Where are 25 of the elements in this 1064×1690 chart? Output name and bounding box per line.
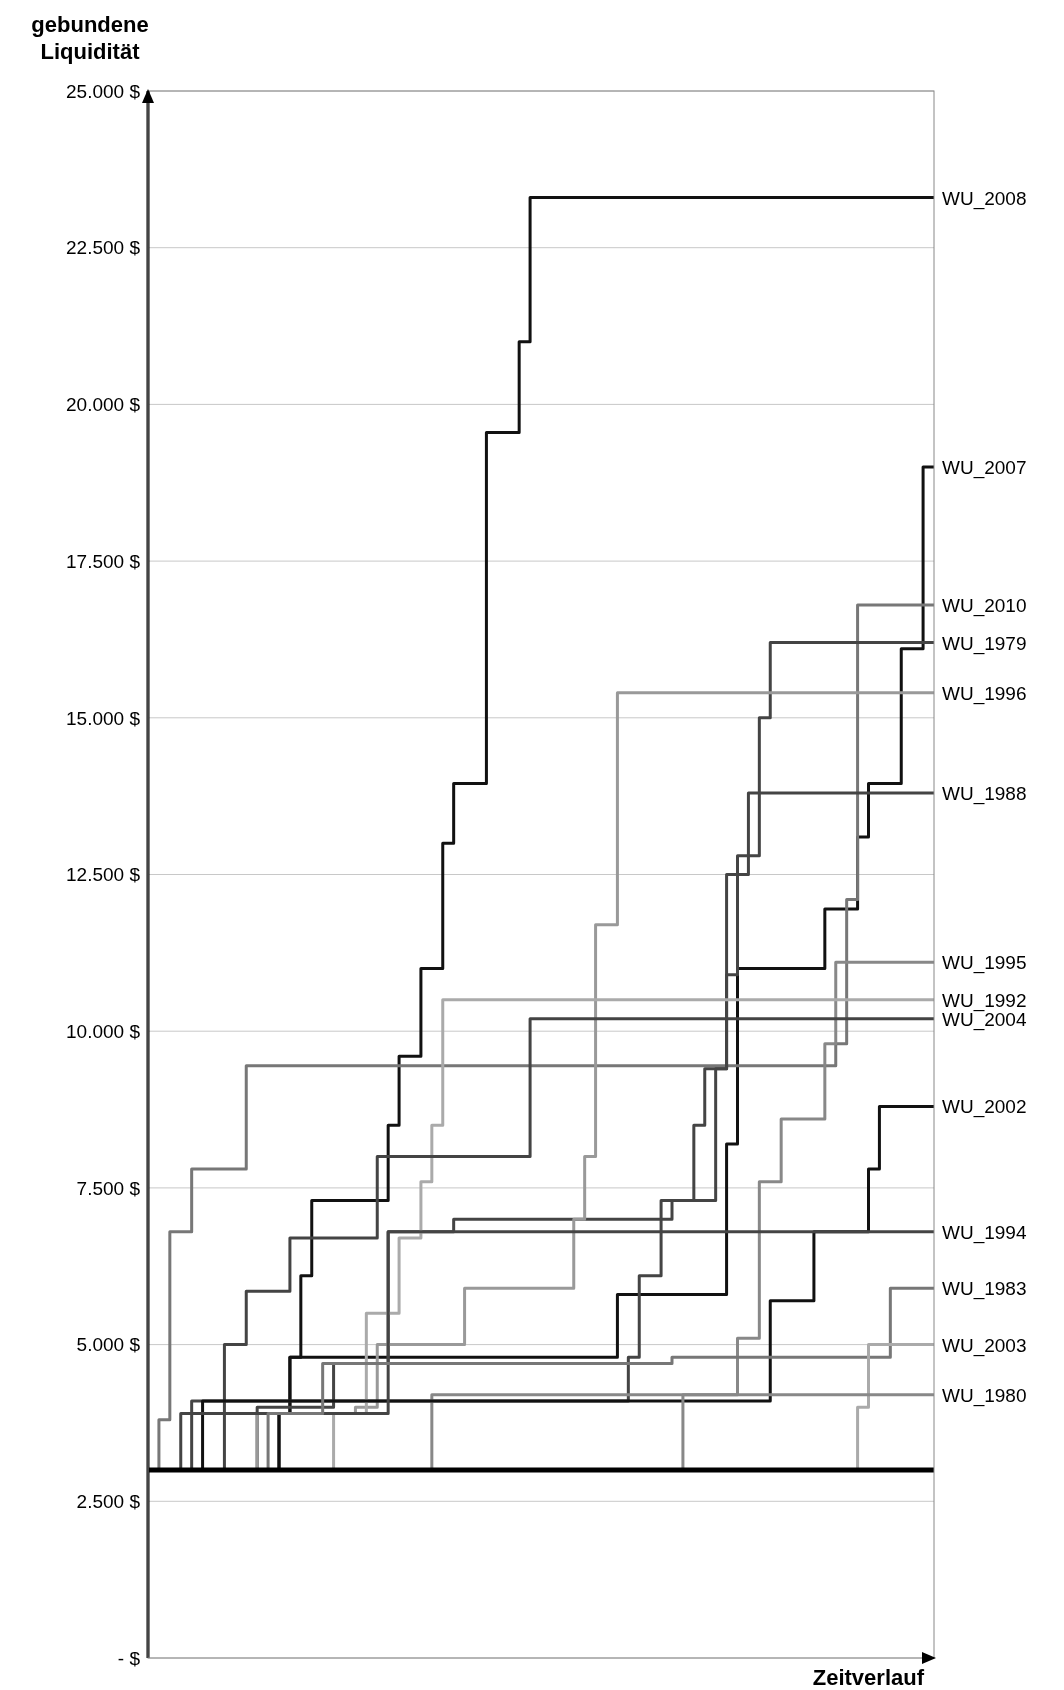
- y-tick-label: 2.500 $: [76, 1491, 141, 1513]
- y-tick-label: 22.500 $: [66, 237, 141, 259]
- y-axis-title: gebundene Liquidität: [31, 12, 149, 64]
- series-label: WU_2010: [942, 594, 1027, 617]
- y-tick-label: - $: [117, 1647, 141, 1669]
- series-label: WU_1980: [942, 1384, 1027, 1407]
- series-label: WU_2008: [942, 187, 1027, 210]
- series-label: WU_1988: [942, 783, 1027, 806]
- y-tick-label: 15.000 $: [66, 707, 141, 729]
- y-tick-label: 12.500 $: [66, 864, 141, 886]
- y-tick-label: 20.000 $: [66, 394, 141, 416]
- y-tick-label: 7.500 $: [76, 1177, 141, 1199]
- y-tick-label: 25.000 $: [66, 80, 141, 102]
- x-axis-title: Zeitverlauf: [812, 1665, 925, 1690]
- y-tick-label: 5.000 $: [76, 1334, 141, 1356]
- y-tick-label: 10.000 $: [66, 1020, 141, 1042]
- series-label: WU_1996: [942, 682, 1027, 705]
- series-label: WU_1983: [942, 1278, 1027, 1301]
- series-label: WU_1995: [942, 952, 1027, 975]
- series-label: WU_1979: [942, 632, 1027, 655]
- series-label: WU_2002: [942, 1096, 1027, 1119]
- series-label: WU_1994: [942, 1221, 1027, 1244]
- series-label: WU_2003: [942, 1334, 1027, 1357]
- series-label: WU_2007: [942, 457, 1027, 480]
- y-tick-label: 17.500 $: [66, 550, 141, 572]
